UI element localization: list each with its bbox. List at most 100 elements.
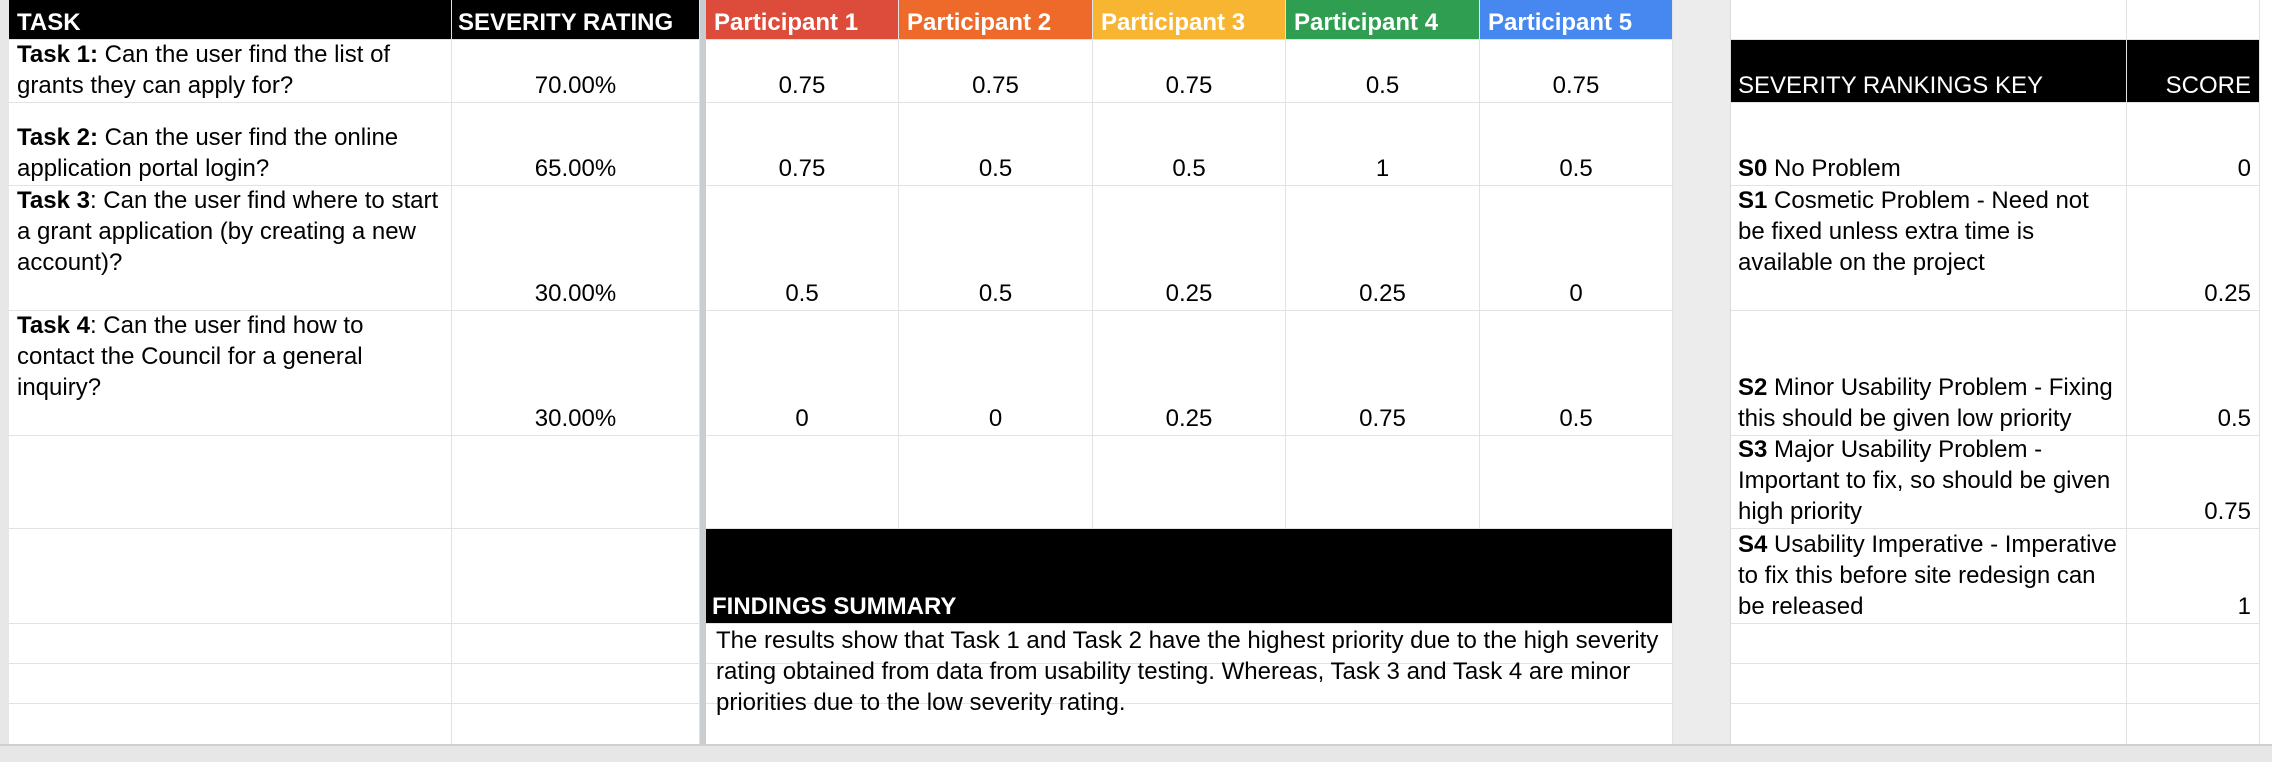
score-task-1-participant-4[interactable]: 0.5 — [1286, 40, 1480, 103]
header-task[interactable]: TASK — [9, 0, 452, 40]
score-task-4-participant-5[interactable]: 0.5 — [1480, 311, 1673, 436]
task-3-description: Task 3: Can the user find where to start… — [17, 187, 439, 276]
score-value: 0.75 — [1359, 405, 1406, 432]
empty-cell[interactable] — [1731, 624, 2127, 664]
task-4-rating[interactable]: 30.00% — [452, 311, 700, 436]
score-task-3-participant-4[interactable]: 0.25 — [1286, 186, 1480, 311]
task-4-cell[interactable]: Task 4: Can the user find how to contact… — [9, 311, 452, 436]
score-task-3-participant-2[interactable]: 0.5 — [899, 186, 1093, 311]
empty-cell[interactable] — [9, 704, 452, 745]
empty-cell[interactable] — [2127, 664, 2260, 704]
score-value: 0.75 — [778, 72, 826, 99]
score-value: 0.75 — [972, 72, 1019, 99]
findings-row[interactable] — [706, 664, 1673, 704]
score-task-2-participant-2[interactable]: 0.5 — [899, 103, 1093, 186]
empty-cell[interactable] — [1731, 0, 2127, 40]
empty-cell[interactable] — [452, 436, 700, 529]
score-value: 0.5 — [1559, 405, 1593, 432]
empty-cell[interactable] — [2127, 704, 2260, 745]
key-s4-score[interactable]: 1 — [2127, 529, 2260, 624]
task-1-rating[interactable]: 70.00% — [452, 40, 700, 103]
task-2-rating[interactable]: 65.00% — [452, 103, 700, 186]
score-value: 0.5 — [1559, 155, 1593, 182]
score-value: 1 — [1375, 155, 1390, 182]
empty-cell[interactable] — [9, 436, 452, 529]
score-task-1-participant-2[interactable]: 0.75 — [899, 40, 1093, 103]
empty-cell[interactable] — [1093, 436, 1286, 529]
empty-cell[interactable] — [899, 436, 1093, 529]
score-task-1-participant-5[interactable]: 0.75 — [1480, 40, 1673, 103]
key-s4[interactable]: S4 Usability Imperative - Imperative to … — [1731, 529, 2127, 624]
score-task-1-participant-1[interactable]: 0.75 — [706, 40, 899, 103]
score-value: 0.5 — [785, 280, 819, 307]
header-severity-rating[interactable]: SEVERITY RATING — [452, 0, 700, 40]
key-s0-score[interactable]: 0 — [2127, 103, 2260, 186]
score-value: 0.5 — [978, 280, 1013, 307]
score-task-4-participant-3[interactable]: 0.25 — [1093, 311, 1286, 436]
header-participant-2[interactable]: Participant 2 — [899, 0, 1093, 40]
task-3-rating[interactable]: 30.00% — [452, 186, 700, 311]
header-participant-4[interactable]: Participant 4 — [1286, 0, 1480, 40]
task-4-description: Task 4: Can the user find how to contact… — [17, 312, 364, 401]
key-s2-text: S2 Minor Usability Problem - Fixing this… — [1738, 374, 2113, 432]
score-value: 0.5 — [1365, 72, 1400, 99]
sheet-bottom-edge — [0, 744, 2272, 762]
key-s1-text: S1 Cosmetic Problem - Need not be fixed … — [1738, 187, 2089, 276]
score-task-3-participant-3[interactable]: 0.25 — [1093, 186, 1286, 311]
key-s1[interactable]: S1 Cosmetic Problem - Need not be fixed … — [1731, 186, 2127, 311]
score-task-1-participant-3[interactable]: 0.75 — [1093, 40, 1286, 103]
task-3-cell[interactable]: Task 3: Can the user find where to start… — [9, 186, 452, 311]
task-1-cell[interactable]: Task 1: Can the user find the list of gr… — [9, 40, 452, 103]
key-s0-text: S0 No Problem — [1738, 155, 1901, 182]
score-value: 0.25 — [1359, 280, 1406, 307]
key-s0[interactable]: S0 No Problem — [1731, 103, 2127, 186]
empty-cell[interactable] — [2127, 624, 2260, 664]
task-2-description: Task 2: Can the user find the online app… — [17, 124, 399, 182]
empty-cell[interactable] — [452, 664, 700, 704]
empty-cell[interactable] — [9, 664, 452, 704]
score-task-2-participant-4[interactable]: 1 — [1286, 103, 1480, 186]
key-s3-score[interactable]: 0.75 — [2127, 436, 2260, 529]
key-s3[interactable]: S3 Major Usability Problem - Important t… — [1731, 436, 2127, 529]
header-participant-3[interactable]: Participant 3 — [1093, 0, 1286, 40]
empty-cell[interactable] — [706, 436, 899, 529]
score-value: 0.75 — [1552, 72, 1600, 99]
findings-summary-text: The results show that Task 1 and Task 2 … — [716, 627, 1659, 716]
score-task-2-participant-3[interactable]: 0.5 — [1093, 103, 1286, 186]
empty-cell[interactable] — [1731, 704, 2127, 745]
score-value: 0.25 — [1165, 280, 1213, 307]
empty-cell[interactable] — [452, 529, 700, 624]
score-header[interactable]: SCORE — [2127, 40, 2260, 103]
score-task-4-participant-4[interactable]: 0.75 — [1286, 311, 1480, 436]
empty-cell[interactable] — [452, 704, 700, 745]
score-task-2-participant-5[interactable]: 0.5 — [1480, 103, 1673, 186]
empty-cell[interactable] — [2127, 0, 2260, 40]
score-value: 0.5 — [1172, 155, 1206, 182]
score-value: 0 — [1569, 280, 1583, 307]
header-participant-5[interactable]: Participant 5 — [1480, 0, 1673, 40]
score-value: 0.25 — [1165, 405, 1213, 432]
key-s2[interactable]: S2 Minor Usability Problem - Fixing this… — [1731, 311, 2127, 436]
empty-cell[interactable] — [9, 529, 452, 624]
findings-summary-header[interactable]: FINDINGS SUMMARY — [706, 529, 1673, 624]
key-s2-score[interactable]: 0.5 — [2127, 311, 2260, 436]
score-value: 0.75 — [1165, 72, 1213, 99]
frozen-column-divider[interactable] — [700, 0, 706, 762]
empty-cell[interactable] — [452, 624, 700, 664]
score-value: 0 — [795, 405, 809, 432]
score-task-4-participant-1[interactable]: 0 — [706, 311, 899, 436]
score-task-4-participant-2[interactable]: 0 — [899, 311, 1093, 436]
score-task-3-participant-1[interactable]: 0.5 — [706, 186, 899, 311]
score-task-2-participant-1[interactable]: 0.75 — [706, 103, 899, 186]
empty-cell[interactable] — [1286, 436, 1480, 529]
key-s1-score[interactable]: 0.25 — [2127, 186, 2260, 311]
header-participant-1[interactable]: Participant 1 — [706, 0, 899, 40]
findings-row[interactable] — [706, 624, 1673, 664]
empty-cell[interactable] — [9, 624, 452, 664]
empty-column[interactable] — [1673, 0, 1731, 745]
empty-cell[interactable] — [1731, 664, 2127, 704]
empty-cell[interactable] — [1480, 436, 1673, 529]
task-2-cell[interactable]: Task 2: Can the user find the online app… — [9, 103, 452, 186]
score-task-3-participant-5[interactable]: 0 — [1480, 186, 1673, 311]
severity-key-header[interactable]: SEVERITY RANKINGS KEY — [1731, 40, 2127, 103]
